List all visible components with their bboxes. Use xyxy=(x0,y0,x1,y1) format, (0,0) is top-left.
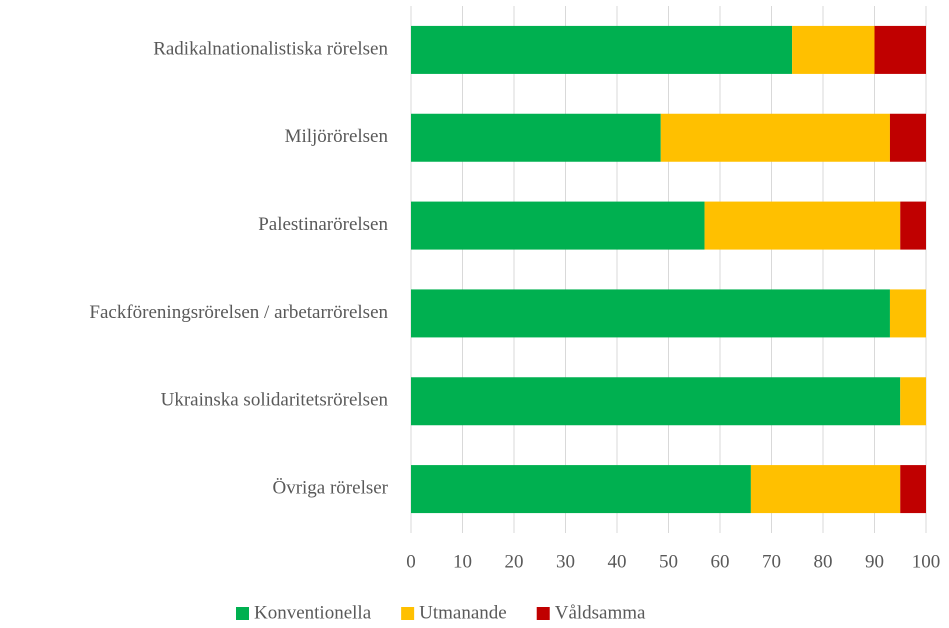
y-tick-label: Palestinarörelsen xyxy=(258,214,388,235)
x-tick-label: 50 xyxy=(659,551,678,572)
bar-segment xyxy=(411,113,661,162)
y-tick-label: Fackföreningsrörelsen / arbetarrörelsen xyxy=(89,302,388,323)
bar-segment xyxy=(411,25,793,74)
x-tick-label: 20 xyxy=(505,551,524,572)
legend-swatch xyxy=(236,607,249,620)
x-tick-label: 70 xyxy=(762,551,781,572)
bar-segment xyxy=(411,289,890,338)
bar-segment xyxy=(889,113,926,162)
x-tick-label: 90 xyxy=(865,551,884,572)
bar-segment xyxy=(874,25,926,74)
bar-segment xyxy=(411,377,901,426)
legend-label: Konventionella xyxy=(254,602,372,623)
y-tick-label: Övriga rörelser xyxy=(272,477,388,498)
bar-segment xyxy=(900,377,926,426)
x-tick-label: 100 xyxy=(912,551,941,572)
bar-segment xyxy=(750,465,901,514)
x-tick-label: 40 xyxy=(608,551,627,572)
x-tick-label: 30 xyxy=(556,551,575,572)
y-tick-label: Ukrainska solidaritetsrörelsen xyxy=(161,390,389,411)
x-tick-label: 80 xyxy=(814,551,833,572)
y-tick-label: Miljörörelsen xyxy=(285,126,389,147)
bar-segment xyxy=(792,25,875,74)
x-tick-label: 0 xyxy=(406,551,416,572)
bar-segment xyxy=(411,465,751,514)
bar-segment xyxy=(900,201,926,250)
y-tick-label: Radikalnationalistiska rörelsen xyxy=(153,38,388,59)
bar-segment xyxy=(889,289,926,338)
legend-label: Våldsamma xyxy=(555,602,646,623)
legend-swatch xyxy=(401,607,415,620)
x-tick-label: 60 xyxy=(711,551,730,572)
bar-segment xyxy=(411,201,705,250)
bar-segment xyxy=(900,465,926,514)
legend-label: Utmanande xyxy=(419,602,507,623)
x-tick-label: 10 xyxy=(453,551,472,572)
legend-swatch xyxy=(536,607,550,620)
bar-segment xyxy=(660,113,890,162)
bar-segment xyxy=(704,201,901,250)
